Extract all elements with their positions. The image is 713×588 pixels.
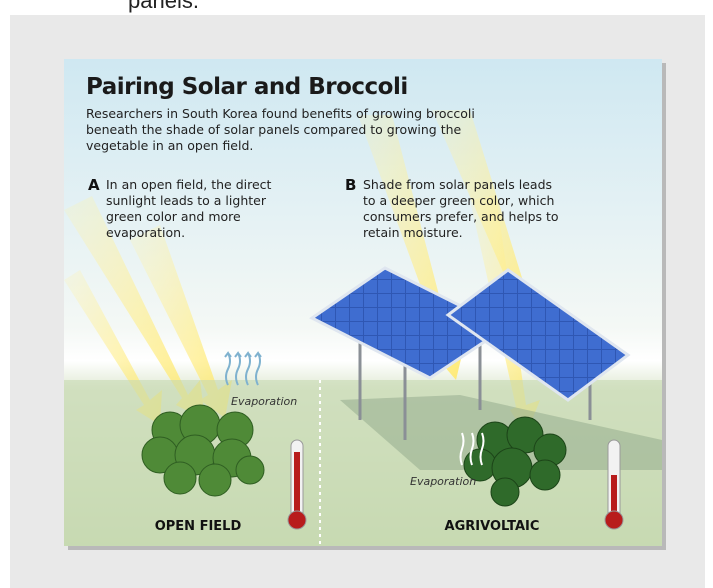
thermometer-open-field [287,439,307,530]
panel-text: consumers prefer, and helps to [363,209,559,224]
evaporation-label: Evaporation [410,475,476,488]
panel-text: In an open field, the direct [106,177,272,192]
panel-text: green color and more [106,209,241,224]
intro-line: beneath the shade of solar panels compar… [86,122,462,137]
panel-text: to a deeper green color, which [363,193,554,208]
intro-line: Researchers in South Korea found benefit… [86,106,475,121]
caption-fragment: panels. [128,0,199,13]
evaporation-label: Evaporation [231,395,297,408]
panel-text: evaporation. [106,225,185,240]
panel-letter: A [88,176,100,194]
panel-text: Shade from solar panels leads [363,177,552,192]
broccoli-agrivoltaic [463,416,567,507]
panel-text: sunlight leads to a lighter [106,193,267,208]
evaporation-arrows [224,351,485,466]
panel-letter: B [345,176,356,194]
intro-line: vegetable in an open field. [86,138,253,153]
panel-label: AGRIVOLTAIC [445,519,540,534]
panel-label: OPEN FIELD [155,519,242,534]
panel-text: retain moisture. [363,225,463,240]
broccoli-open-field [141,404,265,497]
thermometer-agrivoltaic [604,439,624,530]
title: Pairing Solar and Broccoli [86,74,408,100]
solar-panels [309,266,631,440]
